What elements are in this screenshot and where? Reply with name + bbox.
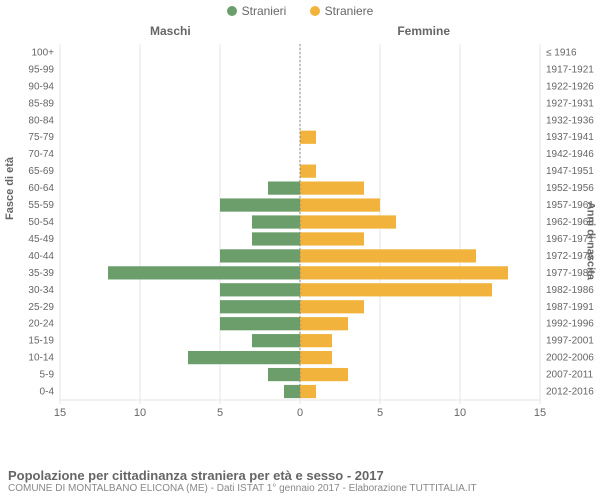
bar-male [188, 351, 300, 364]
age-band-label: 85-89 [28, 98, 54, 109]
age-band-label: 15-19 [28, 336, 54, 347]
age-band-label: 5-9 [40, 370, 55, 381]
svg-text:5: 5 [377, 407, 383, 419]
bar-female [300, 351, 332, 364]
legend-item-male: Stranieri [227, 4, 287, 18]
svg-text:10: 10 [134, 407, 146, 419]
age-band-label: 50-54 [28, 217, 54, 228]
bar-female [300, 317, 348, 330]
birth-year-label: 1932-1936 [546, 115, 594, 126]
age-band-label: 20-24 [28, 319, 54, 330]
pyramid-chart: 15105051015100+≤ 191695-991917-192190-94… [60, 40, 540, 440]
birth-year-label: 1957-1961 [546, 200, 594, 211]
age-band-label: 55-59 [28, 200, 54, 211]
bar-female [300, 181, 364, 194]
svg-text:10: 10 [454, 407, 466, 419]
birth-year-label: 1972-1976 [546, 251, 594, 262]
age-band-label: 100+ [31, 47, 54, 58]
bar-male [220, 249, 300, 262]
chart-subtitle: COMUNE DI MONTALBANO ELICONA (ME) - Dati… [8, 483, 592, 494]
age-band-label: 70-74 [28, 149, 54, 160]
birth-year-label: 1997-2001 [546, 336, 594, 347]
birth-year-label: 2002-2006 [546, 353, 594, 364]
bar-female [300, 165, 316, 178]
svg-text:5: 5 [217, 407, 223, 419]
bar-female [300, 300, 364, 313]
legend-item-female: Straniere [310, 4, 374, 18]
birth-year-label: 1967-1971 [546, 234, 594, 245]
bar-male [252, 232, 300, 245]
bar-female [300, 368, 348, 381]
birth-year-label: 1947-1951 [546, 166, 594, 177]
bar-male [220, 198, 300, 211]
age-band-label: 65-69 [28, 166, 54, 177]
age-band-label: 45-49 [28, 234, 54, 245]
footer: Popolazione per cittadinanza straniera p… [8, 468, 592, 494]
bar-female [300, 198, 380, 211]
bar-male [220, 300, 300, 313]
bar-male [252, 334, 300, 347]
age-band-label: 60-64 [28, 183, 54, 194]
age-band-label: 40-44 [28, 251, 54, 262]
bar-female [300, 385, 316, 398]
birth-year-label: 2012-2016 [546, 387, 594, 398]
birth-year-label: 1922-1926 [546, 81, 594, 92]
y-axis-title-left: Fasce di età [4, 157, 16, 220]
birth-year-label: 2007-2011 [546, 370, 594, 381]
bar-female [300, 283, 492, 296]
bar-male [220, 317, 300, 330]
birth-year-label: 1952-1956 [546, 183, 594, 194]
age-band-label: 10-14 [28, 353, 54, 364]
legend-label-male: Stranieri [242, 4, 287, 18]
age-band-label: 80-84 [28, 115, 54, 126]
birth-year-label: 1917-1921 [546, 64, 594, 75]
bar-male [268, 368, 300, 381]
svg-text:0: 0 [297, 407, 303, 419]
age-band-label: 0-4 [40, 387, 55, 398]
bar-female [300, 131, 316, 144]
age-band-label: 95-99 [28, 64, 54, 75]
column-header-male: Maschi [150, 24, 191, 38]
legend: Stranieri Straniere [0, 4, 600, 19]
age-band-label: 75-79 [28, 132, 54, 143]
age-band-label: 25-29 [28, 302, 54, 313]
svg-text:15: 15 [54, 407, 66, 419]
birth-year-label: 1937-1941 [546, 132, 594, 143]
bar-male [220, 283, 300, 296]
birth-year-label: 1962-1966 [546, 217, 594, 228]
chart-title: Popolazione per cittadinanza straniera p… [8, 468, 592, 483]
bar-female [300, 215, 396, 228]
birth-year-label: 1942-1946 [546, 149, 594, 160]
bar-male [108, 266, 300, 279]
birth-year-label: 1982-1986 [546, 285, 594, 296]
age-band-label: 30-34 [28, 285, 54, 296]
birth-year-label: ≤ 1916 [546, 47, 577, 58]
age-band-label: 35-39 [28, 268, 54, 279]
chart-container: Stranieri Straniere Maschi Femmine Fasce… [0, 0, 600, 500]
bar-female [300, 249, 476, 262]
bar-male [252, 215, 300, 228]
birth-year-label: 1927-1931 [546, 98, 594, 109]
birth-year-label: 1977-1981 [546, 268, 594, 279]
birth-year-label: 1992-1996 [546, 319, 594, 330]
legend-label-female: Straniere [325, 4, 374, 18]
legend-swatch-male [227, 6, 237, 16]
bar-male [284, 385, 300, 398]
svg-text:15: 15 [534, 407, 546, 419]
legend-swatch-female [310, 6, 320, 16]
birth-year-label: 1987-1991 [546, 302, 594, 313]
bar-male [268, 181, 300, 194]
bar-female [300, 232, 364, 245]
column-header-female: Femmine [397, 24, 450, 38]
bar-female [300, 334, 332, 347]
age-band-label: 90-94 [28, 81, 54, 92]
bar-female [300, 266, 508, 279]
